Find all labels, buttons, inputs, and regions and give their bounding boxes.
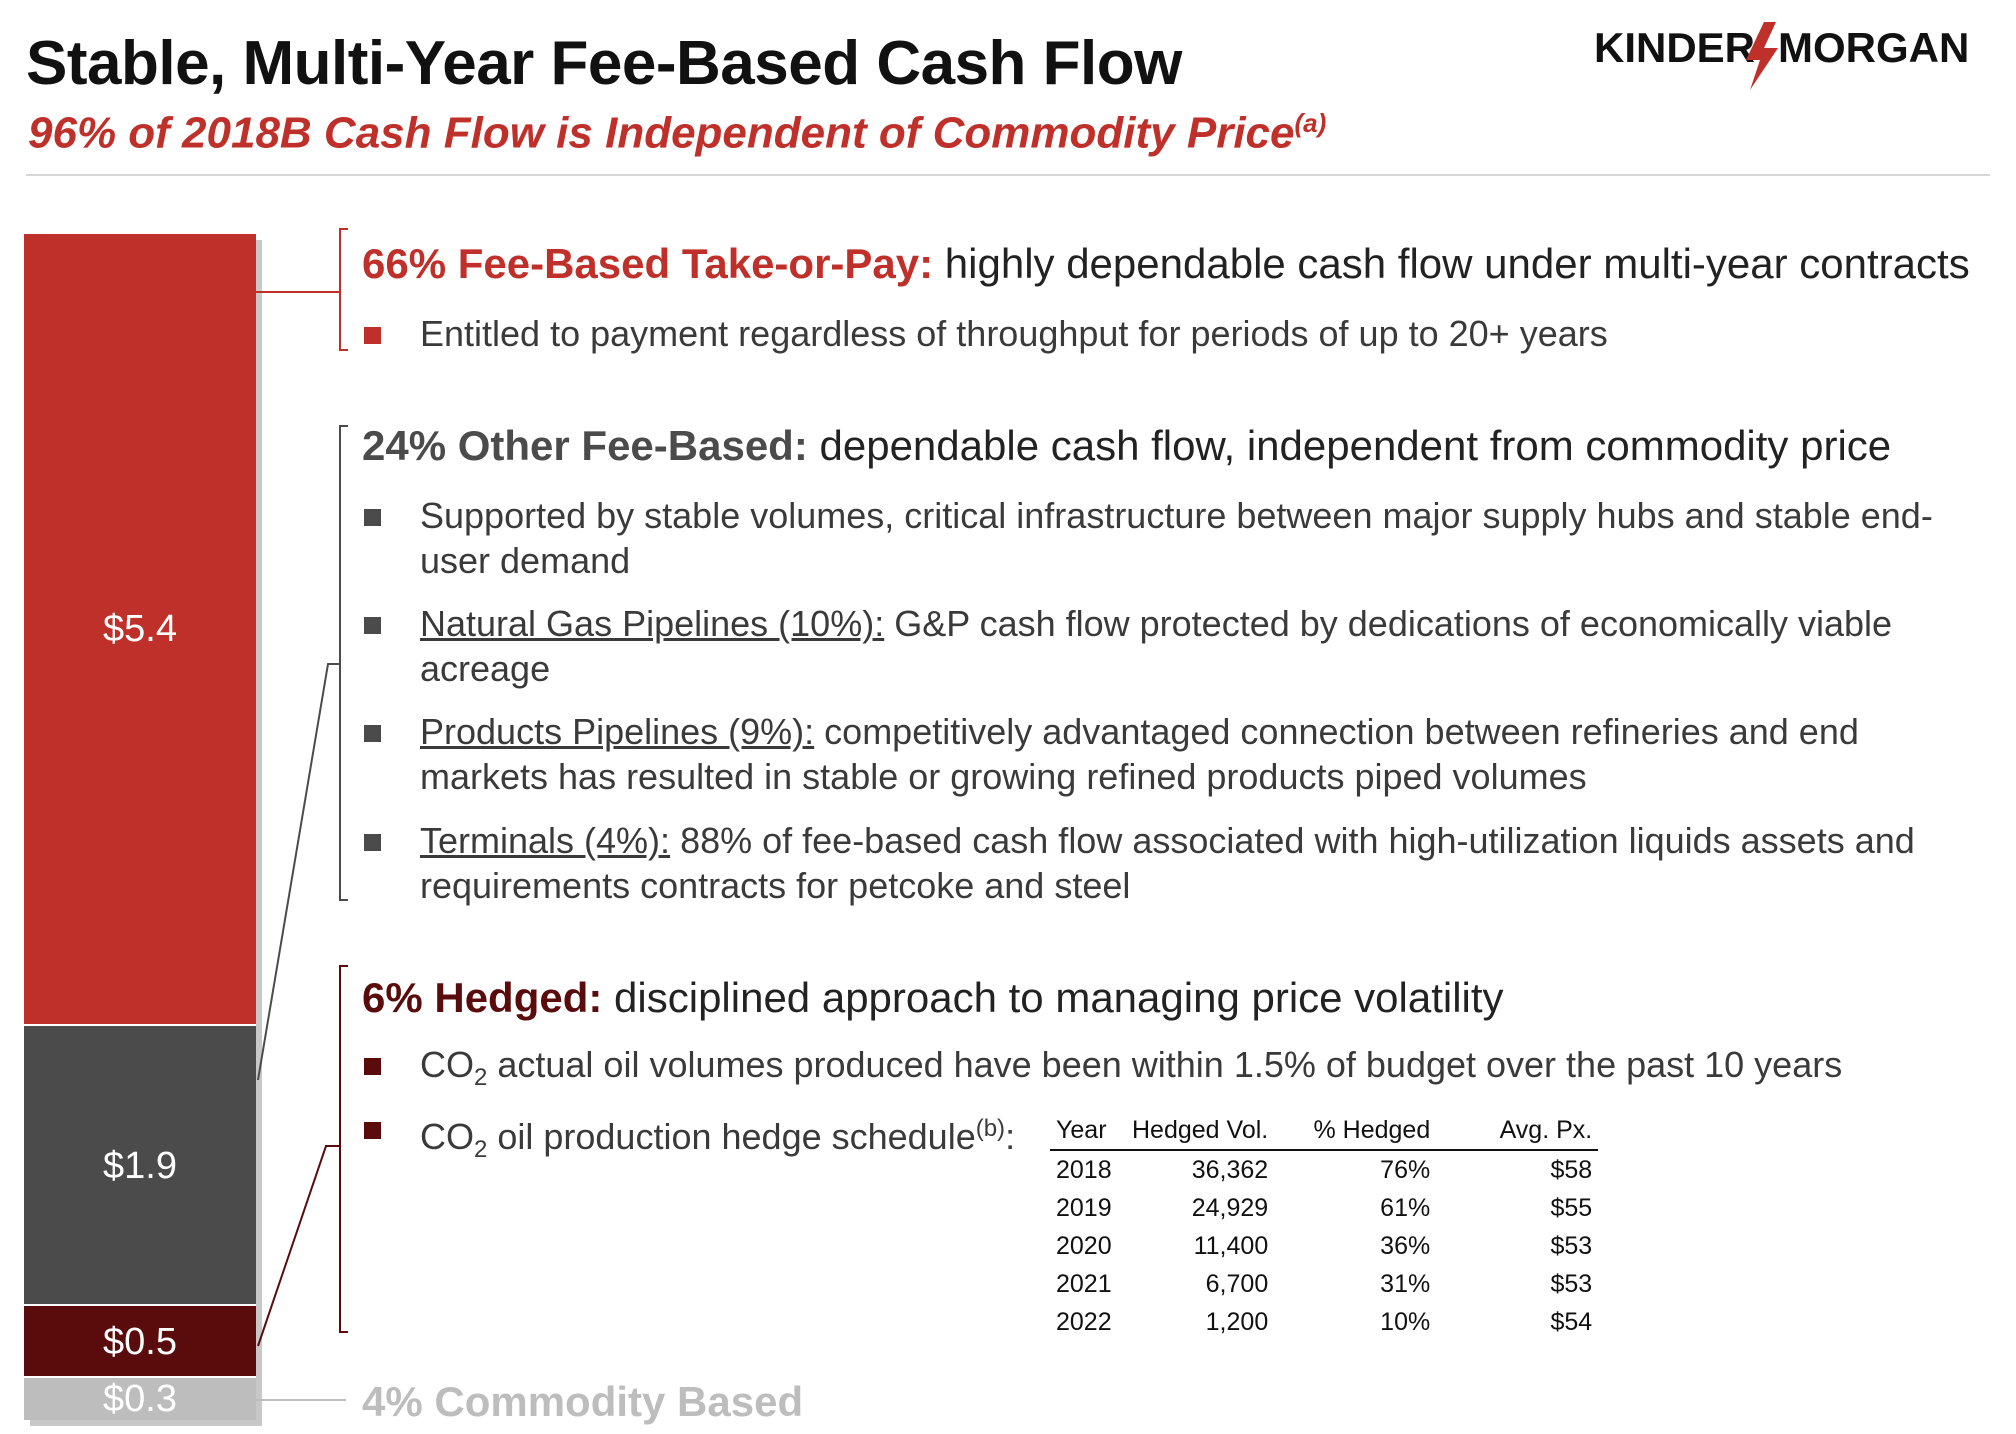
co2-prefix: CO bbox=[420, 1044, 474, 1085]
table-row: 2019 24,929 61% $55 bbox=[1050, 1189, 1598, 1227]
bar-label-commodity: $0.3 bbox=[103, 1377, 177, 1420]
table-cell: $55 bbox=[1550, 1194, 1593, 1222]
table-cell: 31% bbox=[1380, 1270, 1431, 1298]
bullet-square-icon bbox=[364, 509, 381, 526]
bullet-text: Natural Gas Pipelines (10%): G&P cash fl… bbox=[420, 601, 1994, 691]
table-cell: 6,700 bbox=[1205, 1270, 1269, 1298]
table-cell: 2021 bbox=[1056, 1270, 1112, 1298]
heading-other-rest: dependable cash flow, independent from c… bbox=[807, 422, 1892, 469]
bar-label-fee-based: $5.4 bbox=[103, 607, 177, 650]
heading-fee-based-rest: highly dependable cash flow under multi-… bbox=[933, 240, 1970, 287]
table-cell: 2020 bbox=[1056, 1232, 1112, 1260]
subtitle-footnote: (a) bbox=[1294, 108, 1327, 138]
table-cell: $53 bbox=[1550, 1270, 1593, 1298]
bullet-rest: actual oil volumes produced have been wi… bbox=[487, 1044, 1843, 1085]
bullet-square-icon bbox=[364, 725, 381, 742]
bullet-underlined-label: Products Pipelines (9%): bbox=[420, 711, 815, 752]
table-cell: 36,362 bbox=[1191, 1156, 1269, 1184]
col-header-hedged-vol: Hedged Vol. bbox=[1126, 1116, 1275, 1151]
connector-other-fee-based bbox=[257, 663, 340, 1081]
table-row: 2018 36,362 76% $58 bbox=[1050, 1150, 1598, 1189]
table-row: 2020 11,400 36% $53 bbox=[1050, 1227, 1598, 1265]
footnote-marker: (b) bbox=[975, 1115, 1006, 1142]
table-cell: 2022 bbox=[1056, 1308, 1112, 1336]
col-header-avg-px: Avg. Px. bbox=[1436, 1116, 1599, 1151]
heading-other-fee-based: 24% Other Fee-Based: dependable cash flo… bbox=[362, 422, 1891, 470]
bullet-underlined-label: Natural Gas Pipelines (10%): bbox=[420, 603, 885, 644]
heading-commodity-based: 4% Commodity Based bbox=[362, 1378, 804, 1425]
header-divider bbox=[26, 174, 1990, 176]
bullet-rest: competitively advantaged connection betw… bbox=[420, 711, 1859, 797]
co2-prefix: CO bbox=[420, 1116, 474, 1157]
bullet-underlined-label: Terminals (4%): bbox=[420, 820, 671, 861]
bullet-square-icon bbox=[364, 617, 381, 634]
bullet-text: CO2 oil production hedge schedule(b): bbox=[420, 1106, 1064, 1172]
bracket-hedged bbox=[339, 965, 348, 1333]
table-cell: 24,929 bbox=[1191, 1194, 1269, 1222]
table-cell: 36% bbox=[1380, 1232, 1431, 1260]
col-header-pct-hedged: % Hedged bbox=[1274, 1116, 1437, 1151]
table-cell: $58 bbox=[1550, 1156, 1593, 1184]
table-cell: 10% bbox=[1380, 1308, 1431, 1336]
bullet-text: Supported by stable volumes, critical in… bbox=[420, 495, 1933, 581]
bullet-rest: oil production hedge schedule bbox=[487, 1116, 976, 1157]
bar-segment-fee-based: $5.4 bbox=[24, 234, 256, 1024]
table-cell: 11,400 bbox=[1193, 1232, 1269, 1260]
bullet-square-icon bbox=[364, 834, 381, 851]
co2-subscript: 2 bbox=[474, 1064, 488, 1092]
bar-label-hedged: $0.5 bbox=[103, 1320, 177, 1363]
heading-hedged: 6% Hedged: disciplined approach to manag… bbox=[362, 974, 1504, 1022]
table-cell: $54 bbox=[1550, 1308, 1593, 1336]
logo-text-morgan: MORGAN bbox=[1778, 24, 1969, 71]
table-cell: $53 bbox=[1550, 1232, 1593, 1260]
table-cell: 2018 bbox=[1056, 1156, 1112, 1184]
heading-fee-based-bold: 66% Fee-Based Take-or-Pay: bbox=[362, 240, 934, 287]
bullet-rest: 88% of fee-based cash flow associated wi… bbox=[420, 820, 1915, 906]
subtitle-text: 96% of 2018B Cash Flow is Independent of… bbox=[28, 108, 1295, 158]
page-title: Stable, Multi-Year Fee-Based Cash Flow bbox=[26, 29, 1182, 98]
table-cell: 1,200 bbox=[1205, 1308, 1269, 1336]
table-row: 2021 6,700 31% $53 bbox=[1050, 1265, 1598, 1303]
bullet-square-icon bbox=[364, 1058, 381, 1075]
heading-hedged-rest: disciplined approach to managing price v… bbox=[602, 974, 1504, 1021]
hedge-schedule-table: Year Hedged Vol. % Hedged Avg. Px. 2018 … bbox=[1050, 1116, 1599, 1341]
bar-segment-other-fee-based: $1.9 bbox=[24, 1024, 256, 1306]
connector-hedged bbox=[257, 1145, 340, 1347]
table-cell: 2019 bbox=[1056, 1194, 1112, 1222]
table-row: 2022 1,200 10% $54 bbox=[1050, 1303, 1598, 1341]
bullet-text: CO2 actual oil volumes produced have bee… bbox=[420, 1042, 1994, 1100]
bracket-fee-based bbox=[339, 228, 348, 351]
col-header-year: Year bbox=[1050, 1116, 1126, 1151]
bar-label-other-fee-based: $1.9 bbox=[103, 1144, 177, 1187]
bullet-colon: : bbox=[1005, 1116, 1016, 1157]
bullet-text: Products Pipelines (9%): competitively a… bbox=[420, 709, 1994, 799]
bullet-square-icon bbox=[364, 327, 381, 344]
heading-fee-based: 66% Fee-Based Take-or-Pay: highly depend… bbox=[362, 240, 1970, 288]
bullet-text: Entitled to payment regardless of throug… bbox=[420, 313, 1608, 354]
bullet-text: Terminals (4%): 88% of fee-based cash fl… bbox=[420, 818, 1994, 908]
table-cell: 76% bbox=[1380, 1156, 1431, 1184]
table-header-row: Year Hedged Vol. % Hedged Avg. Px. bbox=[1050, 1116, 1599, 1151]
lightning-bolt-icon bbox=[1746, 22, 1778, 90]
bar-segment-commodity: $0.3 bbox=[24, 1376, 256, 1420]
heading-hedged-bold: 6% Hedged: bbox=[362, 974, 603, 1021]
heading-other-bold: 24% Other Fee-Based: bbox=[362, 422, 808, 469]
co2-subscript: 2 bbox=[474, 1136, 488, 1164]
bracket-other-fee-based bbox=[339, 425, 348, 901]
kinder-morgan-logo: KINDER MORGAN bbox=[1594, 22, 1969, 90]
page-subtitle: 96% of 2018B Cash Flow is Independent of… bbox=[28, 108, 1326, 159]
table-cell: 61% bbox=[1380, 1194, 1431, 1222]
bar-segment-hedged: $0.5 bbox=[24, 1304, 256, 1378]
bullet-square-icon bbox=[364, 1122, 381, 1139]
bullet-rest: G&P cash flow protected by dedications o… bbox=[420, 603, 1893, 689]
logo-text-kinder: KINDER bbox=[1594, 24, 1755, 71]
